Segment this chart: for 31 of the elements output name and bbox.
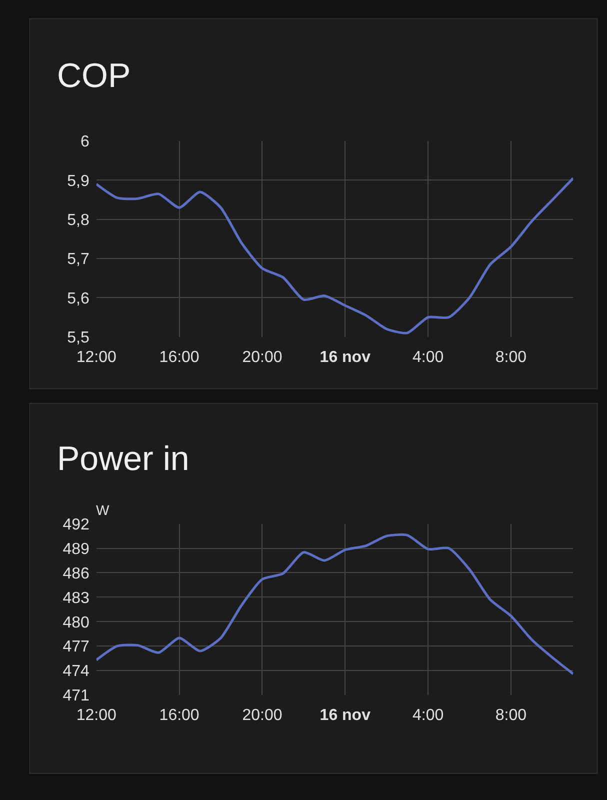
chart-title: Power in bbox=[57, 440, 190, 478]
x-tick-label: 8:00 bbox=[495, 348, 527, 366]
y-axis-title: W bbox=[96, 502, 110, 518]
x-tick-label: 20:00 bbox=[242, 707, 282, 724]
y-tick-label: 489 bbox=[62, 540, 90, 558]
x-tick-label: 8:00 bbox=[495, 707, 527, 724]
y-tick-label: 474 bbox=[62, 663, 90, 680]
y-tick-label: 6 bbox=[80, 134, 90, 151]
x-tick-label: 20:00 bbox=[242, 348, 282, 366]
y-tick-label: 5,8 bbox=[67, 212, 90, 229]
x-tick-label: 16:00 bbox=[159, 348, 200, 366]
y-tick-label: 5,9 bbox=[67, 172, 90, 190]
line-series bbox=[96, 177, 574, 334]
x-tick-label: 16 nov bbox=[320, 348, 371, 366]
x-tick-label: 16 nov bbox=[320, 707, 371, 724]
y-tick-label: 5,7 bbox=[67, 251, 90, 268]
line-series bbox=[96, 533, 574, 676]
y-tick-label: 480 bbox=[62, 614, 90, 632]
y-tick-label: 477 bbox=[62, 638, 90, 656]
chart-title: COP bbox=[57, 57, 131, 95]
x-tick-label: 12:00 bbox=[76, 348, 117, 366]
x-tick-label: 4:00 bbox=[412, 348, 444, 366]
y-tick-label: 5,6 bbox=[67, 290, 90, 308]
y-tick-label: 492 bbox=[62, 516, 90, 534]
y-tick-label: 483 bbox=[62, 590, 90, 607]
x-tick-label: 4:00 bbox=[412, 707, 444, 724]
y-tick-label: 471 bbox=[62, 688, 90, 705]
y-tick-label: 486 bbox=[62, 565, 90, 582]
x-tick-label: 12:00 bbox=[76, 707, 117, 724]
y-tick-label: 5,5 bbox=[67, 329, 90, 346]
x-tick-label: 16:00 bbox=[159, 707, 200, 724]
